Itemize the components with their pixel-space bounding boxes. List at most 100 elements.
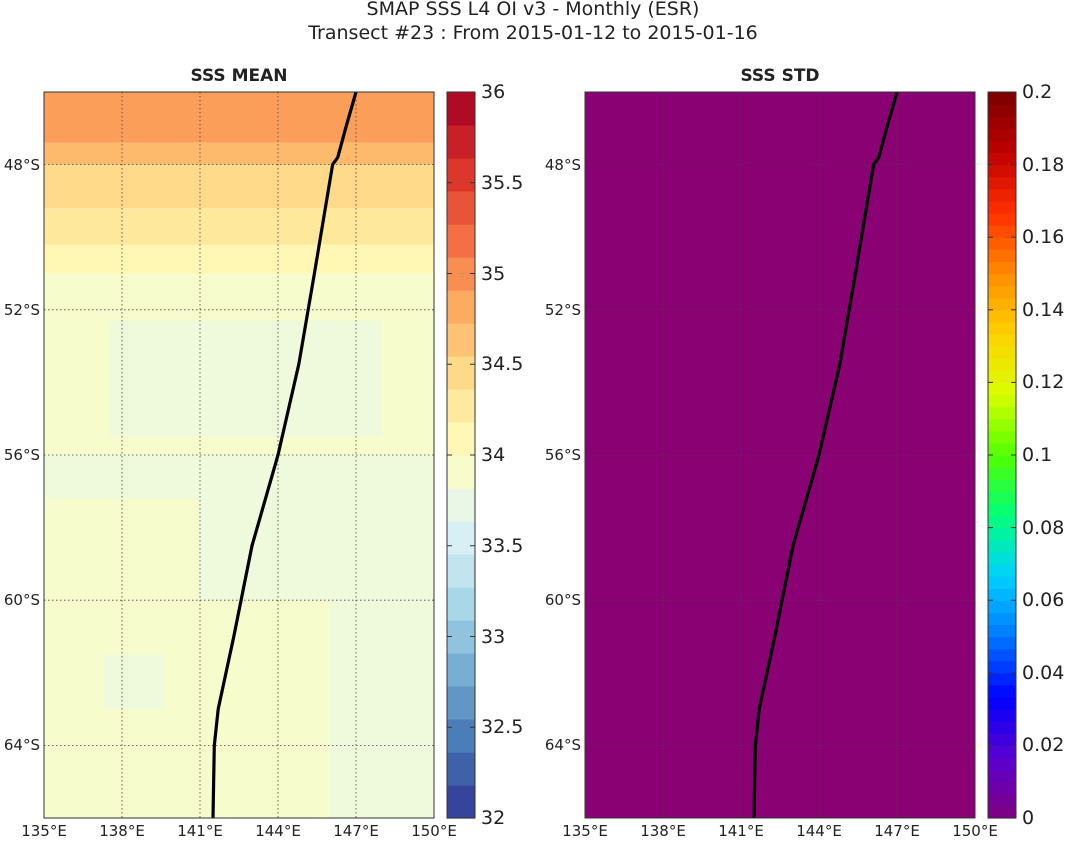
colorbar-segment <box>447 554 475 588</box>
colorbar-segment <box>988 92 1016 105</box>
colorbar-segment <box>988 503 1016 517</box>
colorbar-segment <box>447 224 475 258</box>
colorbar-segment <box>988 430 1016 444</box>
y-tick-label: 52°S <box>3 300 40 319</box>
colorbar-segment <box>988 249 1016 262</box>
colorbar-tick-label: 0.02 <box>1022 734 1065 757</box>
colorbar-segment <box>988 164 1016 178</box>
colorbar-segment <box>988 733 1016 746</box>
colorbar-segment <box>988 709 1016 722</box>
colorbar-segment <box>447 719 475 753</box>
x-tick-label: 141°E <box>177 822 223 840</box>
colorbar-segment <box>988 684 1016 698</box>
transect-line <box>752 91 899 819</box>
colorbar-segment <box>988 188 1016 202</box>
colorbar-segment <box>988 418 1016 432</box>
colorbar-tick-label: 35 <box>481 262 506 285</box>
colorbar-tick-label: 0.14 <box>1022 298 1065 321</box>
colorbar-segment <box>988 672 1016 686</box>
y-tick-label: 56°S <box>544 446 581 464</box>
x-tick-label: 144°E <box>796 822 842 840</box>
colorbar-segment <box>988 467 1016 480</box>
sss-patch <box>103 654 164 710</box>
colorbar-segment <box>447 488 475 522</box>
colorbar-segment <box>988 321 1016 335</box>
y-tick-label: 48°S <box>3 155 40 174</box>
y-tick-label: 60°S <box>3 591 40 610</box>
x-tick-label: 150°E <box>952 822 998 840</box>
colorbar-segment <box>988 563 1016 577</box>
colorbar-segment <box>988 769 1016 783</box>
colorbar-segment <box>988 394 1016 408</box>
colorbar-segment <box>447 455 475 489</box>
colorbar-segment <box>988 442 1016 456</box>
colorbar-tick-label: 0.12 <box>1022 371 1065 394</box>
colorbar-segment <box>988 793 1016 807</box>
colorbar-tick-label: 34.5 <box>481 353 524 376</box>
x-tick-label: 138°E <box>99 822 145 840</box>
colorbar-tick-label: 0 <box>1022 807 1035 829</box>
colorbar-tick-label: 0.1 <box>1022 444 1053 466</box>
colorbar-segment <box>447 653 475 687</box>
transect-line <box>211 91 358 819</box>
colorbar-segment <box>447 686 475 720</box>
colorbar-tick-label: 34 <box>481 444 506 466</box>
colorbar-segment <box>988 491 1016 504</box>
y-tick-label: 52°S <box>544 300 581 319</box>
map-title-std: SSS STD <box>740 66 820 86</box>
colorbar-segment <box>988 152 1016 166</box>
colorbar-tick-label: 0.06 <box>1022 589 1065 612</box>
colorbar-segment <box>988 612 1016 625</box>
colorbar-segment <box>447 356 475 390</box>
colorbar-tick-label: 0.16 <box>1022 226 1065 249</box>
y-tick-label: 48°S <box>544 155 581 174</box>
colorbar-segment <box>988 237 1016 250</box>
map-frame <box>43 91 435 819</box>
colorbar-segment <box>447 422 475 456</box>
colorbar-segment <box>988 539 1016 553</box>
colorbar-segment <box>988 406 1016 420</box>
colorbar-segment <box>988 334 1016 347</box>
colorbar-segment <box>988 128 1016 141</box>
std-field <box>585 92 975 818</box>
colorbar-segment <box>988 600 1016 613</box>
colorbar-segment <box>447 290 475 324</box>
colorbar-segment <box>988 805 1016 819</box>
colorbar-segment <box>988 551 1016 565</box>
colorbar-segment <box>988 636 1016 650</box>
sss-patch <box>109 320 382 437</box>
colorbar-segment <box>447 587 475 621</box>
colorbar-segment <box>988 455 1016 468</box>
x-tick-label: 150°E <box>411 822 457 840</box>
colorbar-segment <box>988 757 1016 771</box>
colorbar-segment <box>988 213 1016 226</box>
y-tick-label: 56°S <box>3 446 40 464</box>
colorbar-segment <box>988 382 1016 396</box>
colorbar-tick-label: 35.5 <box>481 171 524 194</box>
colorbar-segment <box>988 527 1016 541</box>
colorbar-tick-label: 33 <box>481 625 506 648</box>
x-tick-label: 144°E <box>255 822 301 840</box>
colorbar-segment <box>988 479 1016 492</box>
colorbar-segment <box>447 521 475 555</box>
colorbar-segment <box>988 346 1016 359</box>
colorbar-segment <box>988 140 1016 154</box>
colorbar-segment <box>988 515 1016 529</box>
colorbar-segment <box>988 273 1016 287</box>
colorbar-segment <box>447 125 475 159</box>
colorbar-segment <box>447 389 475 423</box>
colorbar-tick-label: 36 <box>481 81 506 103</box>
colorbar-segment <box>988 781 1016 795</box>
colorbar-tick-label: 33.5 <box>481 534 524 557</box>
colorbar-segment <box>988 225 1016 238</box>
map-frame <box>584 91 976 819</box>
x-tick-label: 138°E <box>640 822 686 840</box>
x-tick-label: 135°E <box>562 822 608 840</box>
colorbar-tick-label: 0.2 <box>1022 81 1053 103</box>
y-tick-label: 64°S <box>544 736 581 755</box>
colorbar-tick-label: 0.04 <box>1022 661 1065 684</box>
colorbar-segment <box>988 176 1016 190</box>
y-tick-label: 64°S <box>3 736 40 755</box>
x-tick-label: 141°E <box>718 822 764 840</box>
colorbar-tick-label: 32 <box>481 807 506 829</box>
